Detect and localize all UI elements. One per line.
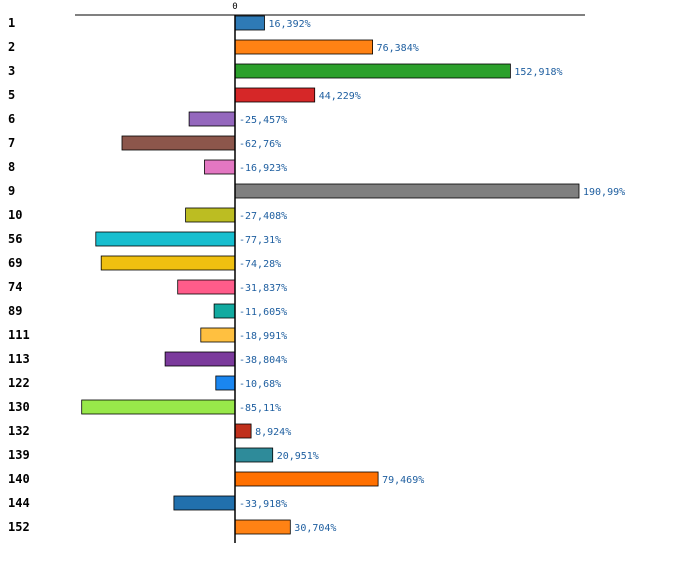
value-label: 44,229% [319,91,361,102]
category-label: 1 [8,16,15,30]
category-label: 69 [8,256,22,270]
bar-139 [234,447,274,463]
category-label: 113 [8,352,30,366]
bar-140 [234,471,379,487]
bar-89 [213,303,236,319]
bar-69 [100,255,236,271]
value-label: 16,392% [269,19,311,30]
value-label: -33,918% [239,499,287,510]
bar-10 [185,207,236,223]
category-label: 6 [8,112,15,126]
value-label: -31,837% [239,283,287,294]
category-label: 10 [8,208,22,222]
value-label: 8,924% [255,427,291,438]
value-label: -18,991% [239,331,287,342]
category-label: 8 [8,160,15,174]
bar-56 [95,231,236,247]
bar-8 [204,159,236,175]
bar-1 [234,15,265,31]
value-label: -62,76% [239,139,281,150]
value-label: 20,951% [277,451,319,462]
bar-9 [234,183,580,199]
category-label: 132 [8,424,30,438]
category-label: 74 [8,280,22,294]
category-label: 3 [8,64,15,78]
bar-2 [234,39,374,55]
category-label: 122 [8,376,30,390]
category-label: 56 [8,232,22,246]
zero-tick-label: 0 [232,2,237,12]
value-label: 30,704% [294,523,336,534]
category-label: 130 [8,400,30,414]
bar-6 [188,111,236,127]
value-label: -74,28% [239,259,281,270]
value-label: -10,68% [239,379,281,390]
bar-3 [234,63,511,79]
bars-group [81,15,580,535]
value-label: -85,11% [239,403,281,414]
bar-5 [234,87,316,103]
value-labels-group: 16,392% 76,384% 152,918% 44,229% -25,457% -62… [239,19,625,534]
category-label: 152 [8,520,30,534]
category-label: 7 [8,136,15,150]
category-labels-group: 1235678910566974891111131221301321391401… [8,16,30,534]
category-label: 2 [8,40,15,54]
value-label: 190,99% [583,187,625,198]
bar-152 [234,519,291,535]
category-label: 9 [8,184,15,198]
value-label: -38,804% [239,355,287,366]
value-label: 76,384% [377,43,419,54]
value-label: -11,605% [239,307,287,318]
bar-144 [173,495,236,511]
category-label: 140 [8,472,30,486]
value-label: -25,457% [239,115,287,126]
bar-130 [81,399,236,415]
bar-7 [121,135,236,151]
bar-122 [215,375,236,391]
value-label: 79,469% [382,475,424,486]
bar-74 [177,279,236,295]
value-label: -77,31% [239,235,281,246]
bar-132 [234,423,252,439]
category-label: 139 [8,448,30,462]
category-label: 111 [8,328,30,342]
value-label: -16,923% [239,163,287,174]
bar-113 [164,351,236,367]
value-label: -27,408% [239,211,287,222]
category-label: 144 [8,496,30,510]
bar-111 [200,327,236,343]
category-label: 89 [8,304,22,318]
category-label: 5 [8,88,15,102]
value-label: 152,918% [514,67,562,78]
